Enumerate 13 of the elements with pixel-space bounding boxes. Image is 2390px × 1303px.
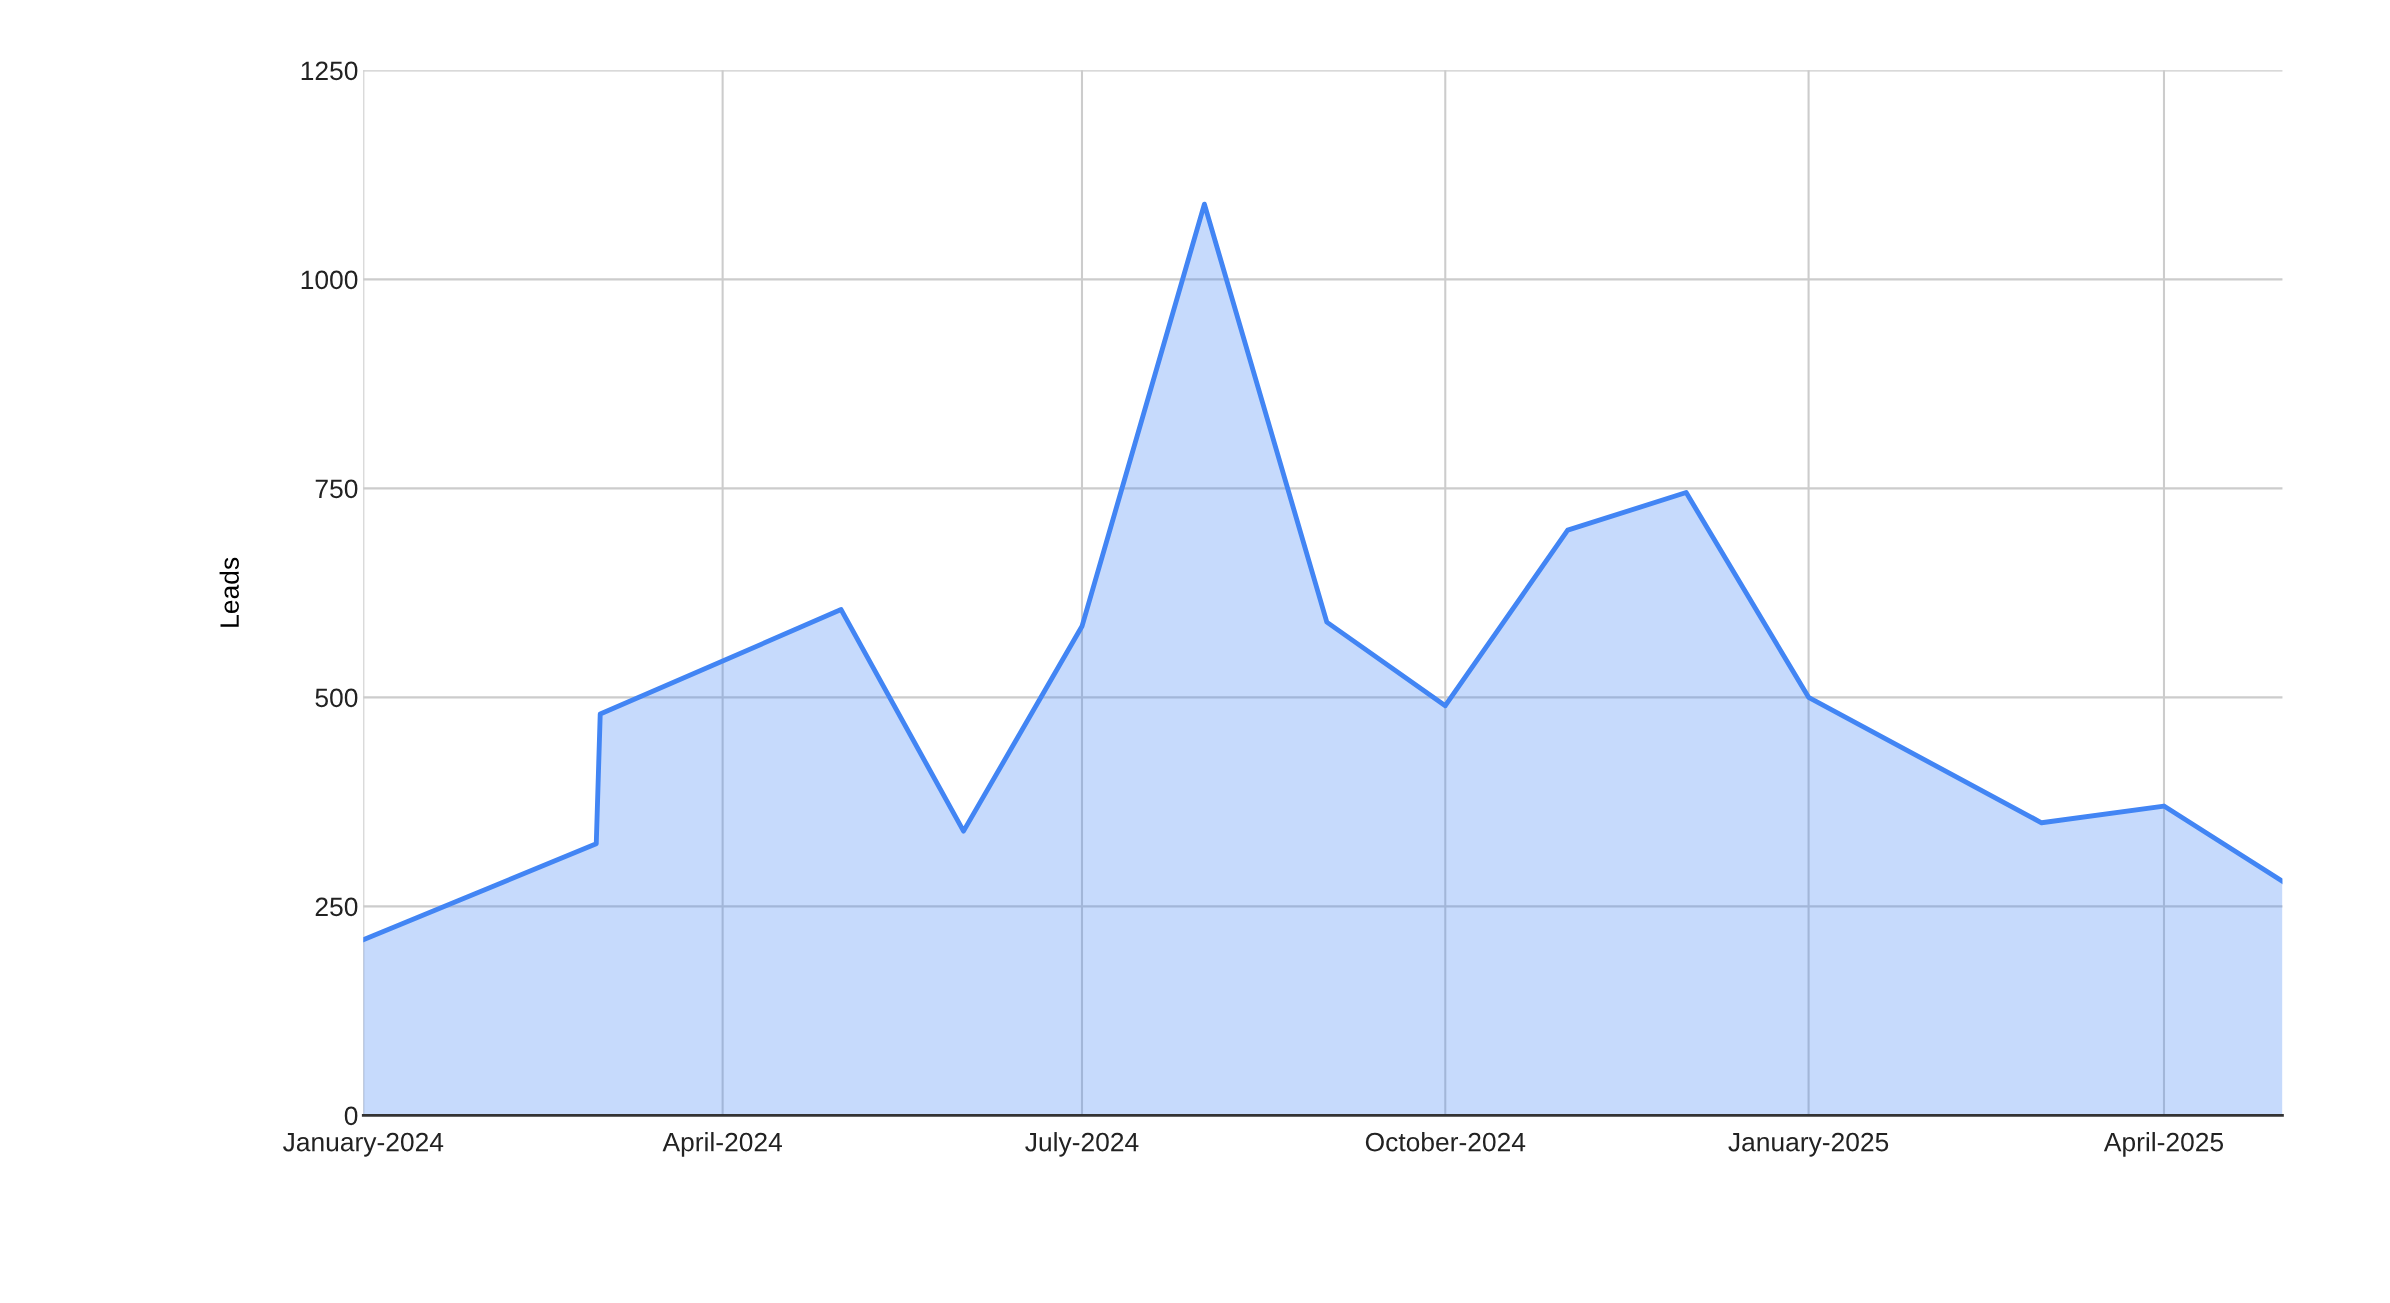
y-tick-label: 750	[315, 479, 358, 499]
x-tick-label: January-2024	[283, 1132, 444, 1157]
y-tick-label: 0	[344, 1106, 358, 1126]
y-tick-label: 500	[315, 688, 358, 708]
x-tick-label: October-2024	[1365, 1132, 1526, 1152]
y-tick-label: 1000	[301, 270, 358, 290]
y-axis-title: Leads	[219, 557, 239, 627]
x-tick-label: April-2024	[662, 1132, 782, 1157]
x-tick-label: July-2024	[1025, 1132, 1139, 1157]
x-tick-label: April-2025	[2103, 1132, 2224, 1157]
y-tick-label: 250	[315, 897, 358, 917]
y-tick-label: 1250	[301, 61, 358, 81]
x-tick-label: January-2025	[1728, 1132, 1889, 1157]
